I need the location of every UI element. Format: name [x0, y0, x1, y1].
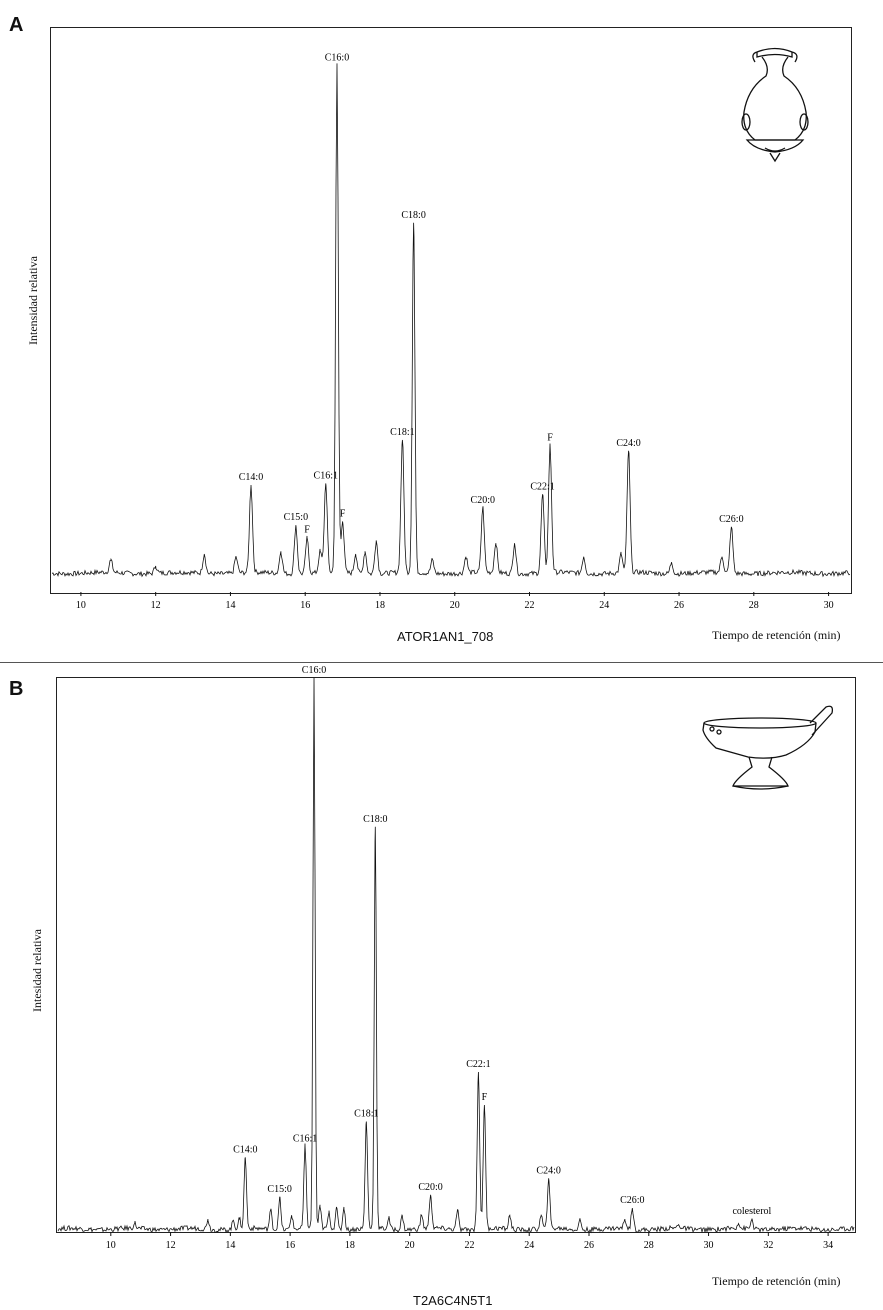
x-tick-label: 18: [375, 600, 385, 611]
x-tick-label: 12: [151, 600, 161, 611]
x-tick-label: 10: [76, 600, 86, 611]
panel-b-letter: B: [9, 678, 24, 700]
peak-label: C22:1: [466, 1059, 490, 1070]
chromatogram-trace: [57, 677, 855, 1234]
x-tick-label: 12: [166, 1240, 176, 1251]
x-tick-label: 14: [225, 1240, 235, 1251]
x-tick-label: 32: [763, 1240, 773, 1251]
peak-label: F: [482, 1092, 488, 1103]
x-tick-label: 10: [106, 1240, 116, 1251]
x-tick-label: 16: [285, 1240, 295, 1251]
peak-label: F: [304, 525, 310, 536]
peak-label: C22:1: [530, 481, 554, 492]
peak-label: F: [547, 432, 553, 443]
peak-label: C26:0: [620, 1195, 644, 1206]
peak-label: C15:0: [267, 1184, 291, 1195]
peak-label: C16:0: [302, 665, 326, 676]
peak-label: F: [340, 508, 346, 519]
peak-label: colesterol: [732, 1206, 771, 1217]
panel-a-letter: A: [9, 14, 24, 36]
x-tick-label: 30: [824, 600, 834, 611]
peak-label: C24:0: [616, 438, 640, 449]
peak-label: C15:0: [284, 512, 308, 523]
panel-divider: [0, 662, 883, 663]
x-tick-label: 22: [525, 600, 535, 611]
peak-label: C18:0: [401, 210, 425, 221]
x-tick-label: 34: [823, 1240, 833, 1251]
x-tick-label: 18: [345, 1240, 355, 1251]
x-tick-label: 26: [674, 600, 684, 611]
panel-b-plot-frame: [56, 677, 856, 1233]
x-tick-label: 26: [584, 1240, 594, 1251]
peak-label: C18:1: [354, 1109, 378, 1120]
x-tick-label: 20: [405, 1240, 415, 1251]
oil-lamp-vessel-icon: [702, 705, 834, 790]
peak-label: C24:0: [536, 1165, 560, 1176]
panel-b-sample-id: T2A6C4N5T1: [413, 1293, 493, 1308]
peak-label: C14:0: [233, 1144, 257, 1155]
peak-label: C16:1: [314, 470, 338, 481]
x-tick-label: 28: [749, 600, 759, 611]
x-tick-label: 28: [644, 1240, 654, 1251]
x-tick-label: 14: [225, 600, 235, 611]
x-tick-label: 30: [704, 1240, 714, 1251]
peak-label: C18:1: [390, 427, 414, 438]
x-tick-label: 22: [464, 1240, 474, 1251]
x-tick-label: 16: [300, 600, 310, 611]
peak-label: C14:0: [239, 472, 263, 483]
panel-b-x-axis-title: Tiempo de retención (min): [712, 1274, 841, 1288]
peak-label: C20:0: [418, 1182, 442, 1193]
peak-label: C16:0: [325, 52, 349, 63]
x-tick-label: 24: [599, 600, 609, 611]
panel-a-plot-frame: [50, 27, 852, 594]
panel-a-sample-id: ATOR1AN1_708: [397, 629, 494, 644]
x-tick-label: 24: [524, 1240, 534, 1251]
peak-label: C16:1: [293, 1133, 317, 1144]
panel-a-chromatogram: C14:0 C15:0 F C16:1 C16:0 F C18:1 C18:0 C20:0 C22…: [51, 47, 851, 611]
panel-a-x-axis-title: Tiempo de retención (min): [712, 628, 841, 642]
amphora-vessel-icon: [741, 47, 809, 163]
x-tick-label: 20: [450, 600, 460, 611]
peak-label: C20:0: [471, 495, 495, 506]
peak-label: C18:0: [363, 814, 387, 825]
peak-label: C26:0: [719, 514, 743, 525]
chromatogram-trace: [51, 63, 851, 578]
